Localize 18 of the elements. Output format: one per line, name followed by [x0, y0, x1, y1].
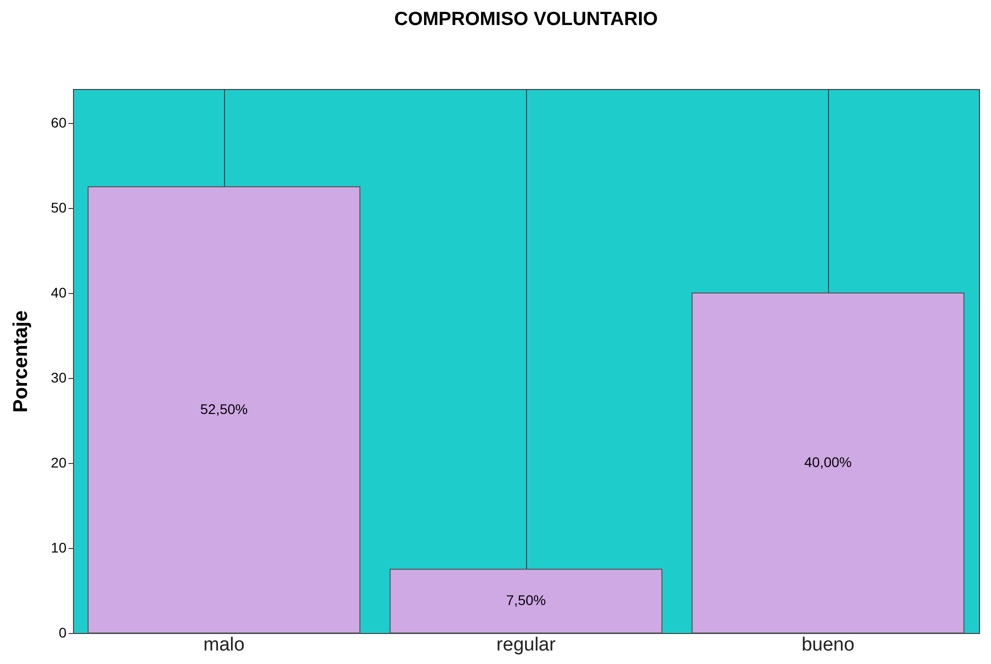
bar: [390, 568, 662, 634]
bar: [692, 292, 964, 634]
y-tick-label: 20: [50, 454, 67, 470]
data-label: 52,50%: [200, 400, 248, 417]
x-tick-label: regular: [496, 634, 556, 656]
x-tick-label: malo: [203, 634, 245, 656]
y-tick-label: 0: [58, 624, 67, 640]
bar: [88, 186, 360, 634]
x-tick-label: bueno: [802, 634, 854, 656]
y-tick-label: 10: [50, 540, 67, 556]
y-tick-label: 30: [50, 370, 67, 386]
data-label: 40,00%: [804, 454, 852, 470]
y-tick-label: 60: [50, 114, 67, 130]
y-tick-label: 50: [50, 200, 67, 216]
chart-title: COMPROMISO VOLUNTARIO: [394, 9, 658, 30]
y-axis-title: Porcentaje: [10, 310, 32, 413]
data-label: 7,50%: [506, 592, 546, 608]
y-tick-label: 40: [50, 284, 67, 300]
